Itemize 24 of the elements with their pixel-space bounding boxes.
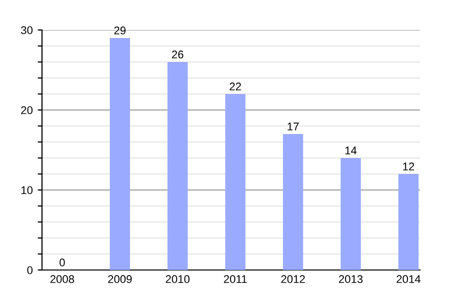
- x-tick-label: 2014: [396, 275, 420, 284]
- bar: [398, 174, 419, 270]
- x-tick-label: 2008: [50, 275, 74, 284]
- y-tick-label: 30: [21, 26, 33, 34]
- x-tick-label: 2011: [224, 275, 247, 284]
- bar: [110, 38, 130, 270]
- x-tick-label: 2009: [108, 275, 132, 284]
- bar: [282, 134, 304, 270]
- data-label: 17: [288, 122, 299, 130]
- y-tick-label: 10: [21, 186, 33, 194]
- bar: [340, 158, 361, 270]
- data-label: 29: [114, 26, 126, 34]
- bar: [168, 62, 188, 270]
- x-tick-label: 2010: [166, 275, 190, 284]
- y-tick-label: 20: [21, 106, 33, 114]
- data-label: 22: [230, 82, 241, 90]
- x-tick-label: 2013: [338, 275, 363, 284]
- bar: [225, 94, 246, 270]
- data-label: 14: [345, 146, 357, 154]
- data-label: 26: [172, 50, 184, 58]
- data-label: 12: [403, 162, 414, 170]
- x-tick-label: 2012: [281, 275, 305, 284]
- data-label: 0: [60, 258, 65, 266]
- y-tick-label: 0: [27, 266, 33, 274]
